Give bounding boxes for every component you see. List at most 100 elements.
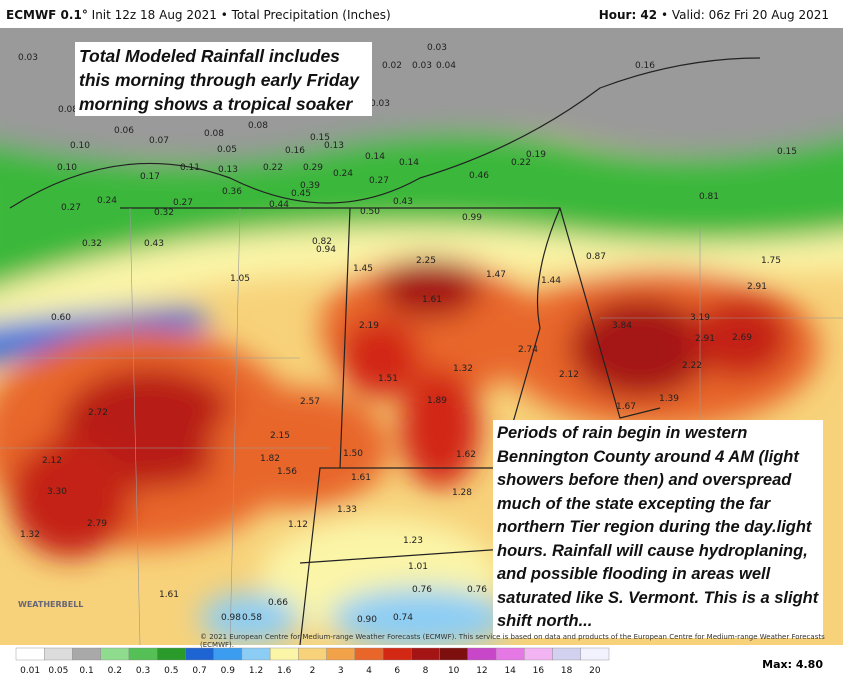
map-value: 3.30 xyxy=(47,487,67,497)
map-value: 2.12 xyxy=(559,370,579,380)
map-value: 2.19 xyxy=(359,321,379,331)
boundaries xyxy=(9,57,761,645)
map-value: 0.99 xyxy=(462,213,482,223)
init: Init 12z 18 Aug 2021 xyxy=(91,8,217,22)
colorbar-cell xyxy=(44,647,73,661)
map-value: 0.27 xyxy=(369,176,389,186)
colorbar-cell xyxy=(15,647,45,661)
map-value: 0.03 xyxy=(18,53,38,63)
map-value: 0.39 xyxy=(300,181,320,191)
map-value: 0.82 xyxy=(312,237,332,247)
colorbar-label: 20 xyxy=(589,666,601,676)
colorbar-label: 3 xyxy=(338,666,344,676)
map-value: 0.98 xyxy=(221,613,241,623)
map-value: 2.79 xyxy=(87,519,107,529)
map-value: 0.22 xyxy=(511,158,531,168)
colorbar-label: 18 xyxy=(561,666,573,676)
colorbar-cell xyxy=(439,647,469,661)
map-value: 0.17 xyxy=(140,172,160,182)
map-value: 0.03 xyxy=(370,99,390,109)
colorbar-cell xyxy=(269,647,299,661)
colorbar-label: 0.7 xyxy=(192,666,206,676)
colorbar-cell xyxy=(128,647,158,661)
header-left: ECMWF 0.1° Init 12z 18 Aug 2021 • Total … xyxy=(6,8,391,22)
map-value: 0.76 xyxy=(412,585,432,595)
map-value: 1.75 xyxy=(761,256,781,266)
colorbar-cell xyxy=(552,647,581,661)
map-value: 1.01 xyxy=(408,562,428,572)
map-value: 0.44 xyxy=(269,200,289,210)
map-value: 0.16 xyxy=(285,146,305,156)
header: ECMWF 0.1° Init 12z 18 Aug 2021 • Total … xyxy=(0,0,843,28)
map-value: 1.32 xyxy=(20,530,40,540)
map-value: 1.67 xyxy=(616,402,636,412)
colorbar-cell xyxy=(156,647,186,661)
map-value: 0.14 xyxy=(365,152,385,162)
map-value: 2.22 xyxy=(682,361,702,371)
map-value: 0.27 xyxy=(173,198,193,208)
colorbar-cell xyxy=(100,647,130,661)
county-lines xyxy=(0,207,843,645)
map-value: 0.08 xyxy=(58,105,78,115)
colorbar-label: 2 xyxy=(310,666,316,676)
map-value: 1.61 xyxy=(351,473,371,483)
map-value: 2.15 xyxy=(270,431,290,441)
map-value: 1.56 xyxy=(277,467,297,477)
map-value: 1.47 xyxy=(486,270,506,280)
credit: © 2021 European Centre for Medium-range … xyxy=(200,633,825,649)
map-value: 1.61 xyxy=(422,295,442,305)
colorbar-cell xyxy=(213,647,243,661)
colorbar-label: 0.1 xyxy=(79,666,93,676)
colorbar-label: 8 xyxy=(423,666,429,676)
map-value: 1.32 xyxy=(453,364,473,374)
colorbar-cell xyxy=(495,647,525,661)
colorbar-cell xyxy=(241,647,271,661)
map-value: 0.58 xyxy=(242,613,262,623)
map-value: 0.07 xyxy=(149,136,169,146)
colorbar-label: 14 xyxy=(504,666,516,676)
colorbar-label: 1.2 xyxy=(249,666,263,676)
map-value: 1.45 xyxy=(353,264,373,274)
map-value: 0.29 xyxy=(303,163,323,173)
map-value: 0.15 xyxy=(310,133,330,143)
annotation: Total Modeled Rainfall includes this mor… xyxy=(75,42,372,116)
map-value: 2.12 xyxy=(42,456,62,466)
model: ECMWF 0.1° xyxy=(6,8,88,22)
product: • Total Precipitation (Inches) xyxy=(220,8,391,22)
colorbar-label: 0.5 xyxy=(164,666,178,676)
map-value: 0.27 xyxy=(61,203,81,213)
map-value: 0.10 xyxy=(57,163,77,173)
map-value: 2.91 xyxy=(747,282,767,292)
map-value: 0.43 xyxy=(144,239,164,249)
map-value: 0.50 xyxy=(360,207,380,217)
colorbar: 0.01 0.05 0.1 0.2 0.3 0.5 0.7 0.9 1.2 1.6 2 3 4 6 8 10 1… xyxy=(15,647,610,676)
map-value: 0.10 xyxy=(70,141,90,151)
map-value: 3.19 xyxy=(690,313,710,323)
map-value: 1.23 xyxy=(403,536,423,546)
hour: Hour: 42 xyxy=(598,8,658,22)
colorbar-cell xyxy=(580,647,610,661)
colorbar-label: 4 xyxy=(366,666,372,676)
map-value: 1.50 xyxy=(343,449,363,459)
map-value: 2.57 xyxy=(300,397,320,407)
colorbar-cell xyxy=(354,647,384,661)
colorbar-cell xyxy=(72,647,101,661)
map-value: 0.02 xyxy=(382,61,402,71)
map-value: 0.08 xyxy=(204,129,224,139)
map-value: 0.13 xyxy=(324,141,344,151)
map-value: 0.90 xyxy=(357,615,377,625)
colorbar-label: 0.01 xyxy=(20,666,40,676)
colorbar-label: 16 xyxy=(533,666,545,676)
colorbar-label: 12 xyxy=(476,666,487,676)
map-value: 1.44 xyxy=(541,276,561,286)
map-value: 0.15 xyxy=(777,147,797,157)
annotation: Periods of rain begin in western Benning… xyxy=(493,420,823,638)
colorbar-label: 0.9 xyxy=(221,666,236,676)
map-value: 0.43 xyxy=(393,197,413,207)
map-value: 2.74 xyxy=(518,345,538,355)
map-value: 1.82 xyxy=(260,454,280,464)
map-value: 1.05 xyxy=(230,274,250,284)
valid: • Valid: 06z Fri 20 Aug 2021 xyxy=(660,8,829,22)
map-value: 1.39 xyxy=(659,394,679,404)
